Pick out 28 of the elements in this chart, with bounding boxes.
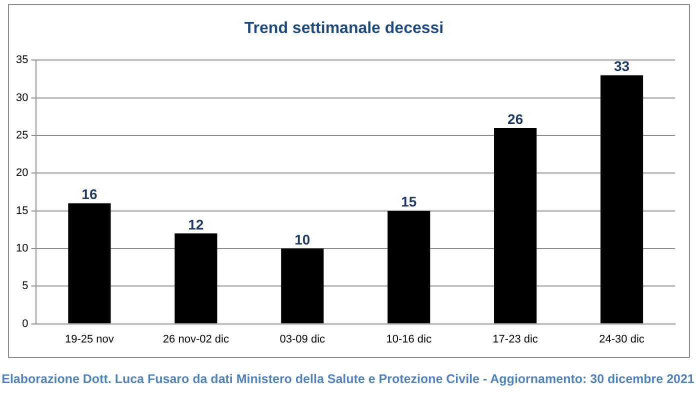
y-tick-label: 20 bbox=[16, 167, 28, 180]
data-label: 15 bbox=[401, 194, 417, 210]
bar bbox=[68, 203, 111, 324]
data-label: 16 bbox=[82, 186, 98, 202]
data-label: 26 bbox=[508, 110, 524, 127]
bar bbox=[600, 75, 644, 324]
x-tick-label: 19-25 nov bbox=[64, 333, 114, 346]
bar bbox=[174, 233, 218, 324]
y-tick-label: 25 bbox=[16, 130, 28, 142]
y-tick-label: 15 bbox=[16, 204, 28, 217]
y-tick-label: 30 bbox=[16, 92, 28, 104]
data-label: 12 bbox=[188, 216, 204, 232]
data-label: 33 bbox=[614, 58, 630, 74]
chart-title: Trend settimanale decessi bbox=[244, 20, 444, 38]
y-tick-label: 35 bbox=[16, 54, 28, 66]
bar bbox=[388, 210, 430, 324]
x-tick-label: 03-09 dic bbox=[280, 333, 326, 346]
x-tick-label: 17-23 dic bbox=[492, 333, 538, 346]
text: Elaborazione Dott. Luca Fusaro da dati Ministero della Salute e Protezione Civile - Aggiornamento: 30 dicembre 2021 bbox=[0, 372, 696, 386]
x-tick-label: 26 nov-02 dic bbox=[162, 333, 230, 346]
data-label: 10 bbox=[294, 231, 310, 248]
y-tick-label: 0 bbox=[22, 318, 28, 330]
x-tick-label: 24-30 dic bbox=[599, 333, 645, 346]
y-tick-label: 10 bbox=[16, 242, 28, 255]
x-tick-label: 10-16 dic bbox=[386, 333, 432, 346]
y-tick-label: 5 bbox=[22, 280, 28, 292]
bar bbox=[494, 128, 537, 324]
bar bbox=[281, 248, 324, 324]
